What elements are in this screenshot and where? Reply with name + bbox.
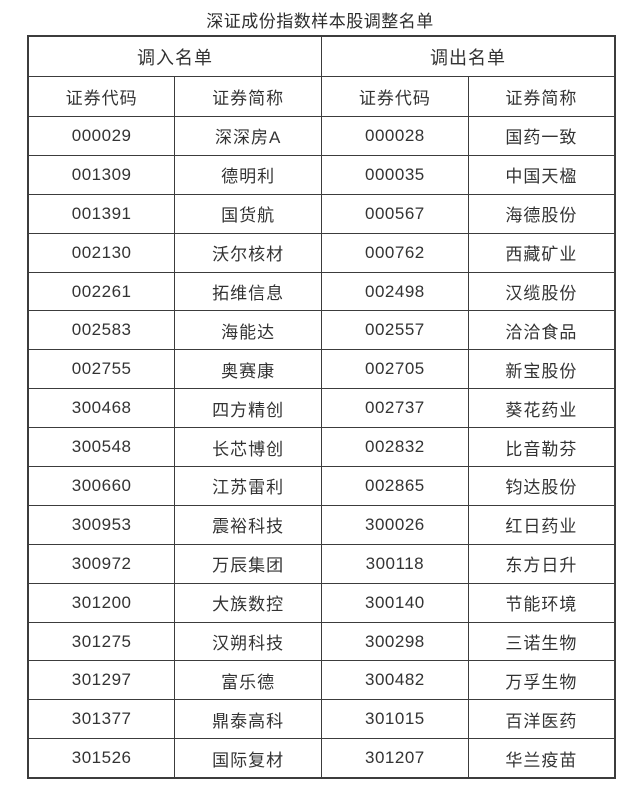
security-name-cell: 东方日升 (467, 543, 616, 584)
security-code-cell: 002130 (27, 232, 176, 273)
security-name-cell: 国药一致 (467, 116, 616, 156)
security-code-cell: 000567 (321, 193, 469, 234)
security-name-cell: 德明利 (174, 154, 322, 195)
table-row: 000029 深深房A 000028 国药一致 (27, 116, 616, 156)
security-name-cell: 西藏矿业 (467, 232, 616, 273)
security-name-cell: 海能达 (174, 310, 322, 351)
security-code-cell: 000029 (27, 116, 176, 156)
security-code-cell: 300972 (27, 543, 176, 584)
security-name-cell: 新宝股份 (467, 349, 616, 390)
group-header-transfer-in: 调入名单 (27, 35, 322, 77)
security-code-cell: 300953 (27, 504, 176, 545)
security-code-cell: 300468 (27, 388, 176, 429)
security-name-cell: 大族数控 (174, 582, 322, 623)
table-header: 调入名单 调出名单 证券代码 证券简称 证券代码 证券简称 (27, 35, 616, 117)
security-name-cell: 三诺生物 (467, 621, 616, 662)
subheader-out-name: 证券简称 (467, 76, 616, 117)
security-name-cell: 拓维信息 (174, 271, 322, 312)
table-row: 300468 四方精创 002737 葵花药业 (27, 388, 616, 429)
table-row: 002755 奥赛康 002705 新宝股份 (27, 349, 616, 390)
security-code-cell: 301200 (27, 582, 176, 623)
table-row: 002130 沃尔核材 000762 西藏矿业 (27, 232, 616, 273)
security-code-cell: 001391 (27, 193, 176, 234)
security-code-cell: 002498 (321, 271, 469, 312)
table-row: 301297 富乐德 300482 万孚生物 (27, 660, 616, 701)
security-code-cell: 000035 (321, 154, 469, 195)
table-body: 000029 深深房A 000028 国药一致 001309 德明利 000035 中国天楹 0… (27, 116, 616, 779)
security-code-cell: 301297 (27, 660, 176, 701)
security-name-cell: 国际复材 (174, 738, 322, 779)
security-code-cell: 002705 (321, 349, 469, 390)
subheader-in-name: 证券简称 (174, 76, 322, 117)
table-row: 002583 海能达 002557 洽洽食品 (27, 310, 616, 351)
table-row: 301526 国际复材 301207 华兰疫苗 (27, 738, 616, 779)
table-row: 300548 长芯博创 002832 比音勒芬 (27, 427, 616, 468)
security-code-cell: 002755 (27, 349, 176, 390)
security-code-cell: 301377 (27, 699, 176, 740)
security-name-cell: 华兰疫苗 (467, 738, 616, 779)
security-name-cell: 比音勒芬 (467, 427, 616, 468)
security-code-cell: 002261 (27, 271, 176, 312)
security-name-cell: 深深房A (174, 116, 322, 156)
group-header-transfer-out: 调出名单 (321, 35, 616, 77)
subheader-row: 证券代码 证券简称 证券代码 证券简称 (27, 76, 616, 117)
security-name-cell: 江苏雷利 (174, 466, 322, 506)
security-code-cell: 301015 (321, 699, 469, 740)
subheader-out-code: 证券代码 (321, 76, 469, 117)
security-code-cell: 002557 (321, 310, 469, 351)
security-code-cell: 300026 (321, 504, 469, 545)
security-code-cell: 002737 (321, 388, 469, 429)
security-code-cell: 002583 (27, 310, 176, 351)
table-row: 301275 汉朔科技 300298 三诺生物 (27, 621, 616, 662)
table-row: 301200 大族数控 300140 节能环境 (27, 582, 616, 623)
security-code-cell: 301275 (27, 621, 176, 662)
table-row: 301377 鼎泰高科 301015 百洋医药 (27, 699, 616, 740)
security-name-cell: 奥赛康 (174, 349, 322, 390)
security-name-cell: 汉缆股份 (467, 271, 616, 312)
security-name-cell: 沃尔核材 (174, 232, 322, 273)
subheader-in-code: 证券代码 (27, 76, 176, 117)
security-name-cell: 鼎泰高科 (174, 699, 322, 740)
security-name-cell: 洽洽食品 (467, 310, 616, 351)
security-name-cell: 万孚生物 (467, 660, 616, 701)
security-name-cell: 震裕科技 (174, 504, 322, 545)
table-row: 001391 国货航 000567 海德股份 (27, 193, 616, 234)
table-row: 300660 江苏雷利 002865 钧达股份 (27, 466, 616, 506)
security-name-cell: 四方精创 (174, 388, 322, 429)
security-code-cell: 300482 (321, 660, 469, 701)
security-code-cell: 000762 (321, 232, 469, 273)
security-name-cell: 国货航 (174, 193, 322, 234)
table-row: 300972 万辰集团 300118 东方日升 (27, 543, 616, 584)
group-header-row: 调入名单 调出名单 (27, 35, 616, 77)
security-name-cell: 长芯博创 (174, 427, 322, 468)
security-code-cell: 300140 (321, 582, 469, 623)
security-code-cell: 001309 (27, 154, 176, 195)
security-code-cell: 300660 (27, 466, 176, 506)
security-code-cell: 002865 (321, 466, 469, 506)
security-name-cell: 中国天楹 (467, 154, 616, 195)
table-row: 001309 德明利 000035 中国天楹 (27, 154, 616, 195)
security-code-cell: 301207 (321, 738, 469, 779)
table-row: 002261 拓维信息 002498 汉缆股份 (27, 271, 616, 312)
security-code-cell: 301526 (27, 738, 176, 779)
security-name-cell: 海德股份 (467, 193, 616, 234)
adjustment-table: 调入名单 调出名单 证券代码 证券简称 证券代码 证券简称 000029 深深房A… (27, 35, 616, 780)
security-name-cell: 葵花药业 (467, 388, 616, 429)
security-code-cell: 000028 (321, 116, 469, 156)
security-name-cell: 万辰集团 (174, 543, 322, 584)
security-name-cell: 富乐德 (174, 660, 322, 701)
table-row: 300953 震裕科技 300026 红日药业 (27, 504, 616, 545)
security-name-cell: 百洋医药 (467, 699, 616, 740)
security-name-cell: 红日药业 (467, 504, 616, 545)
security-code-cell: 300548 (27, 427, 176, 468)
security-name-cell: 汉朔科技 (174, 621, 322, 662)
security-code-cell: 002832 (321, 427, 469, 468)
security-code-cell: 300118 (321, 543, 469, 584)
security-name-cell: 节能环境 (467, 582, 616, 623)
page-title: 深证成份指数样本股调整名单 (206, 12, 434, 31)
security-name-cell: 钧达股份 (467, 466, 616, 506)
security-code-cell: 300298 (321, 621, 469, 662)
